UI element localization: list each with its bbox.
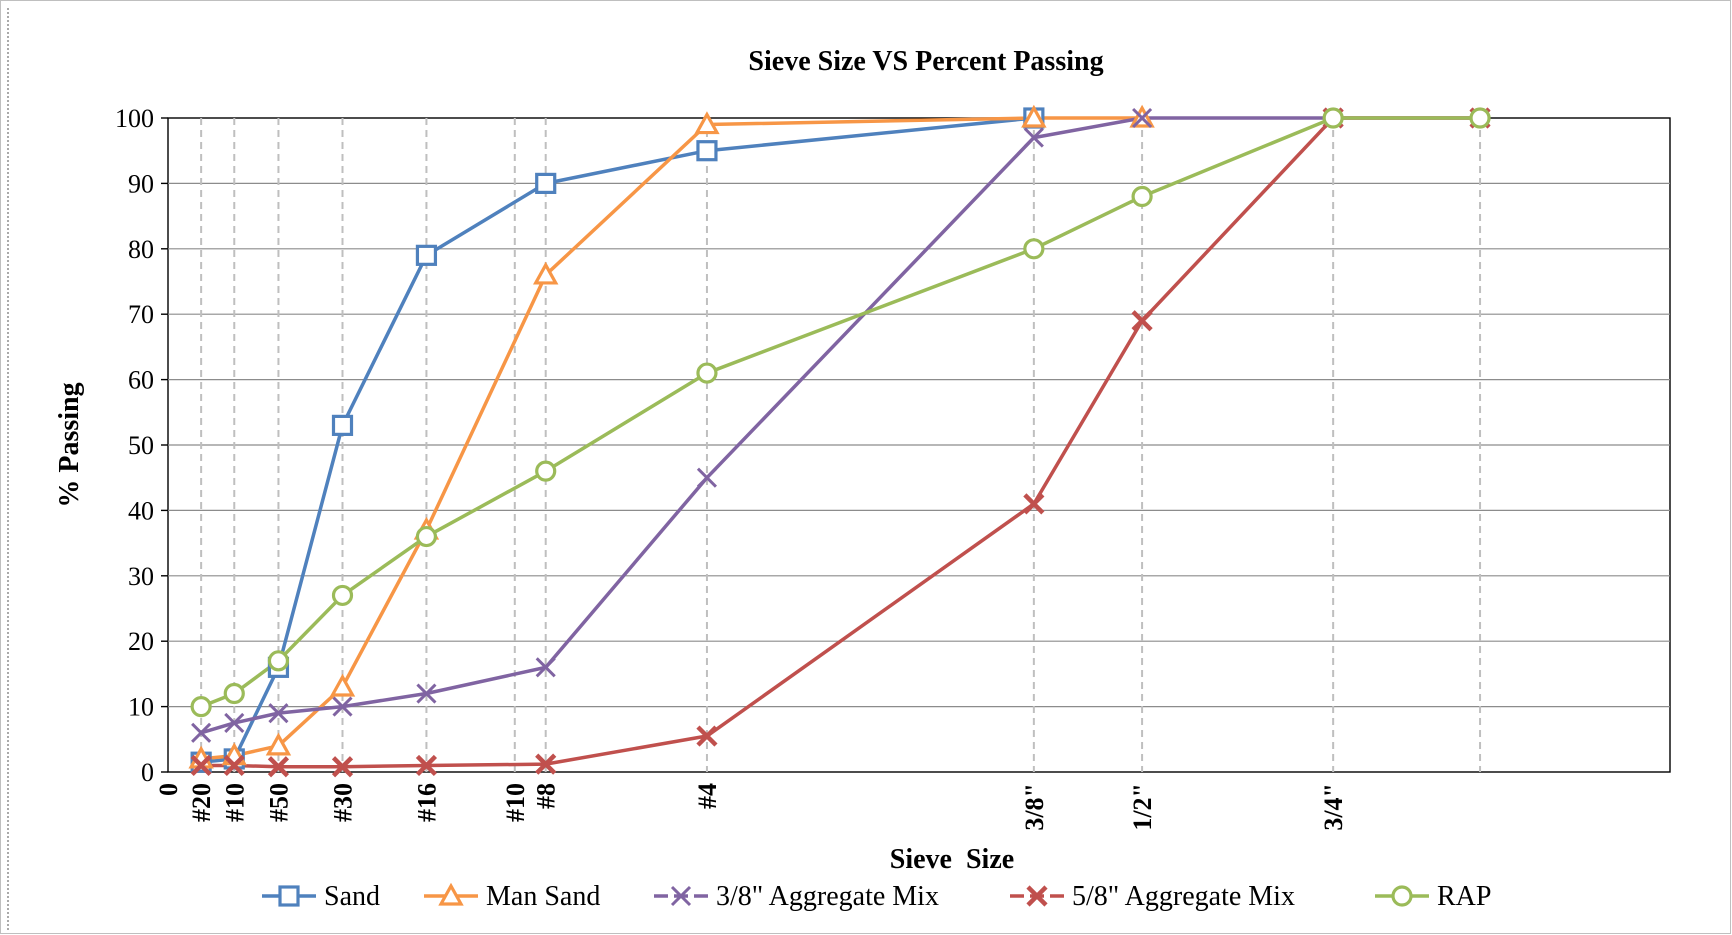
data-point — [535, 657, 556, 678]
data-point — [696, 725, 718, 747]
legend-item: 5/8" Aggregate Mix — [1010, 881, 1295, 912]
data-point — [268, 703, 289, 724]
legend-label: 5/8" Aggregate Mix — [1072, 881, 1295, 912]
x-tick-label: #10 — [220, 783, 249, 822]
data-point — [1469, 107, 1491, 129]
y-tick-label: 60 — [128, 366, 154, 395]
x-tick-label: #10 — [501, 783, 530, 822]
data-point — [331, 756, 354, 778]
x-tick-label: 3/8" — [1020, 783, 1049, 831]
y-tick-label: 80 — [128, 235, 154, 264]
data-point — [223, 754, 245, 777]
x-tick-label: 3/4" — [1319, 783, 1348, 831]
y-tick-label: 10 — [128, 693, 154, 722]
y-tick-label: 90 — [128, 169, 154, 198]
legend-item: Sand — [262, 881, 380, 912]
data-point — [224, 712, 245, 734]
data-point — [190, 754, 212, 777]
legend-item: 3/8" Aggregate Mix — [654, 881, 939, 912]
data-point — [1021, 104, 1047, 128]
data-point — [331, 414, 354, 436]
data-point — [696, 140, 718, 162]
legend-marker — [1391, 885, 1413, 907]
data-point — [694, 111, 720, 135]
data-point — [416, 683, 437, 704]
data-point — [415, 525, 438, 548]
data-point — [1023, 127, 1044, 148]
series-line — [200, 116, 1035, 764]
x-tick-label: #8 — [532, 783, 561, 809]
x-tick-label: #30 — [328, 783, 357, 822]
legend-marker — [670, 885, 692, 907]
x-tick-label: #4 — [693, 783, 722, 809]
data-point — [696, 362, 718, 384]
x-tick-label: #16 — [412, 783, 441, 822]
legend-marker — [438, 882, 464, 906]
data-point — [415, 244, 438, 266]
x-axis-title: Sieve Size — [890, 844, 1014, 875]
data-point — [696, 467, 718, 488]
legend-label: 3/8" Aggregate Mix — [716, 881, 939, 912]
data-point — [535, 753, 557, 775]
data-point — [1132, 107, 1153, 129]
data-point — [267, 756, 290, 778]
data-point — [332, 696, 353, 717]
data-point — [331, 584, 354, 607]
data-point — [191, 722, 212, 743]
y-tick-label: 30 — [128, 562, 154, 591]
legend-marker — [278, 885, 300, 907]
y-tick-label: 70 — [128, 300, 154, 329]
legend-label: RAP — [1437, 881, 1491, 912]
data-point — [415, 754, 438, 777]
y-tick-label: 100 — [115, 104, 154, 133]
y-tick-label: 0 — [141, 758, 154, 787]
data-point — [265, 732, 292, 756]
data-point — [1131, 185, 1153, 208]
data-point — [267, 650, 290, 672]
legend-item: Man Sand — [424, 881, 600, 912]
x-tick-label: 1/2" — [1128, 783, 1157, 831]
legend-marker — [1026, 885, 1048, 907]
y-tick-label: 50 — [128, 431, 154, 460]
x-tick-label: #20 — [187, 783, 216, 822]
legend-label: Man Sand — [486, 881, 600, 912]
y-tick-label: 20 — [128, 627, 154, 656]
legend: Sand Man Sand 3/8" Aggregate Mix 5/8" Aggre… — [262, 881, 1491, 912]
x-tick-label: #50 — [264, 783, 293, 822]
legend-label: Sand — [324, 881, 380, 912]
data-point — [535, 172, 557, 194]
data-point — [1131, 310, 1153, 332]
data-point — [329, 673, 356, 697]
data-point — [1023, 238, 1045, 260]
data-point — [535, 460, 557, 482]
data-point — [1023, 493, 1045, 515]
data-point — [223, 682, 245, 705]
legend-item: RAP — [1375, 881, 1491, 912]
y-axis-title: % Passing — [54, 382, 85, 507]
y-tick-label: 40 — [128, 496, 154, 525]
data-point — [1322, 107, 1344, 129]
chart-title: Sieve Size VS Percent Passing — [748, 46, 1103, 77]
data-point — [532, 261, 559, 285]
x-tick-label: 0 — [154, 783, 183, 796]
data-point — [190, 695, 212, 718]
